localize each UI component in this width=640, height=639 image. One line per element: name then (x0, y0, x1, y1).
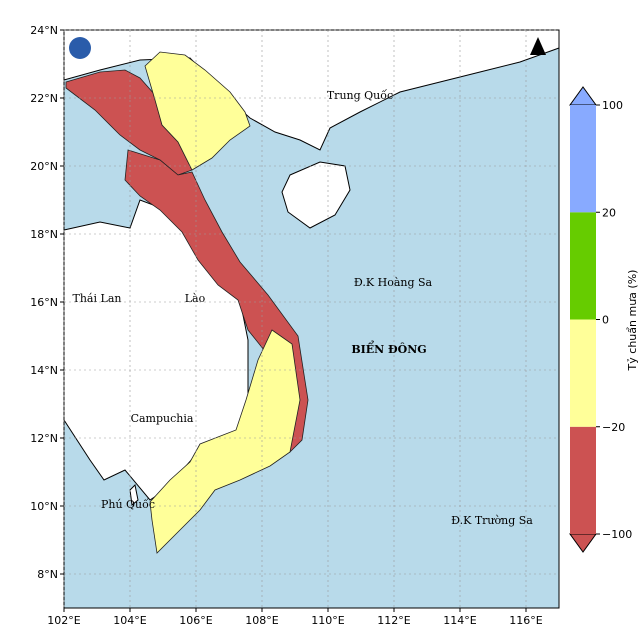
hainan (281, 161, 351, 229)
lat-tick-label: 8°N (37, 568, 58, 581)
colorbar-tick-label: −100 (602, 528, 632, 541)
map-frame (63, 29, 560, 609)
colorbar-segment (570, 212, 596, 320)
land (63, 29, 560, 554)
logo (69, 37, 91, 59)
colorbar-segment (570, 105, 596, 213)
north-arrow (530, 37, 546, 55)
colorbar-tick-label: −20 (602, 421, 625, 434)
place-label: Trung Quốc (327, 89, 393, 102)
place-label: Phú Quốc (101, 498, 155, 511)
place-label: Thái Lan (73, 292, 122, 305)
vietnam-north-east (144, 51, 251, 171)
place-label: Đ.K Hoàng Sa (354, 276, 433, 289)
lon-tick-label: 106°E (179, 614, 212, 627)
place-label: Đ.K Trường Sa (451, 514, 533, 527)
lon-tick-label: 108°E (245, 614, 278, 627)
place-label: Lào (185, 292, 206, 305)
lat-tick-label: 24°N (30, 24, 58, 37)
lon-tick-label: 116°E (509, 614, 542, 627)
place-label: Campuchia (131, 412, 194, 425)
lon-tick-label: 102°E (47, 614, 80, 627)
china (63, 29, 560, 151)
colorbar-extend (569, 86, 597, 106)
colorbar-label: Tỷ chuẩn mưa (%) (626, 270, 639, 372)
lat-tick-label: 12°N (30, 432, 58, 445)
colorbar-tick-label: 100 (602, 99, 623, 112)
lat-tick-label: 20°N (30, 160, 58, 173)
lon-tick-label: 110°E (311, 614, 344, 627)
lat-tick-label: 18°N (30, 228, 58, 241)
place-label: BIỂN ĐÔNG (351, 340, 426, 356)
vietnam-south (149, 329, 301, 554)
lat-tick-label: 16°N (30, 296, 58, 309)
colorbar-tick-label: 0 (602, 314, 609, 327)
lon-tick-label: 114°E (443, 614, 476, 627)
lon-tick-label: 112°E (377, 614, 410, 627)
lat-tick-label: 10°N (30, 500, 58, 513)
phu-quoc-island (129, 483, 139, 506)
colorbar-segment (570, 426, 596, 534)
colorbar-tick-label: 20 (602, 206, 616, 219)
colorbar-extend (569, 533, 597, 553)
lat-tick-label: 22°N (30, 92, 58, 105)
lat-tick-label: 14°N (30, 364, 58, 377)
colorbar-segment (570, 319, 596, 427)
lon-tick-label: 104°E (113, 614, 146, 627)
